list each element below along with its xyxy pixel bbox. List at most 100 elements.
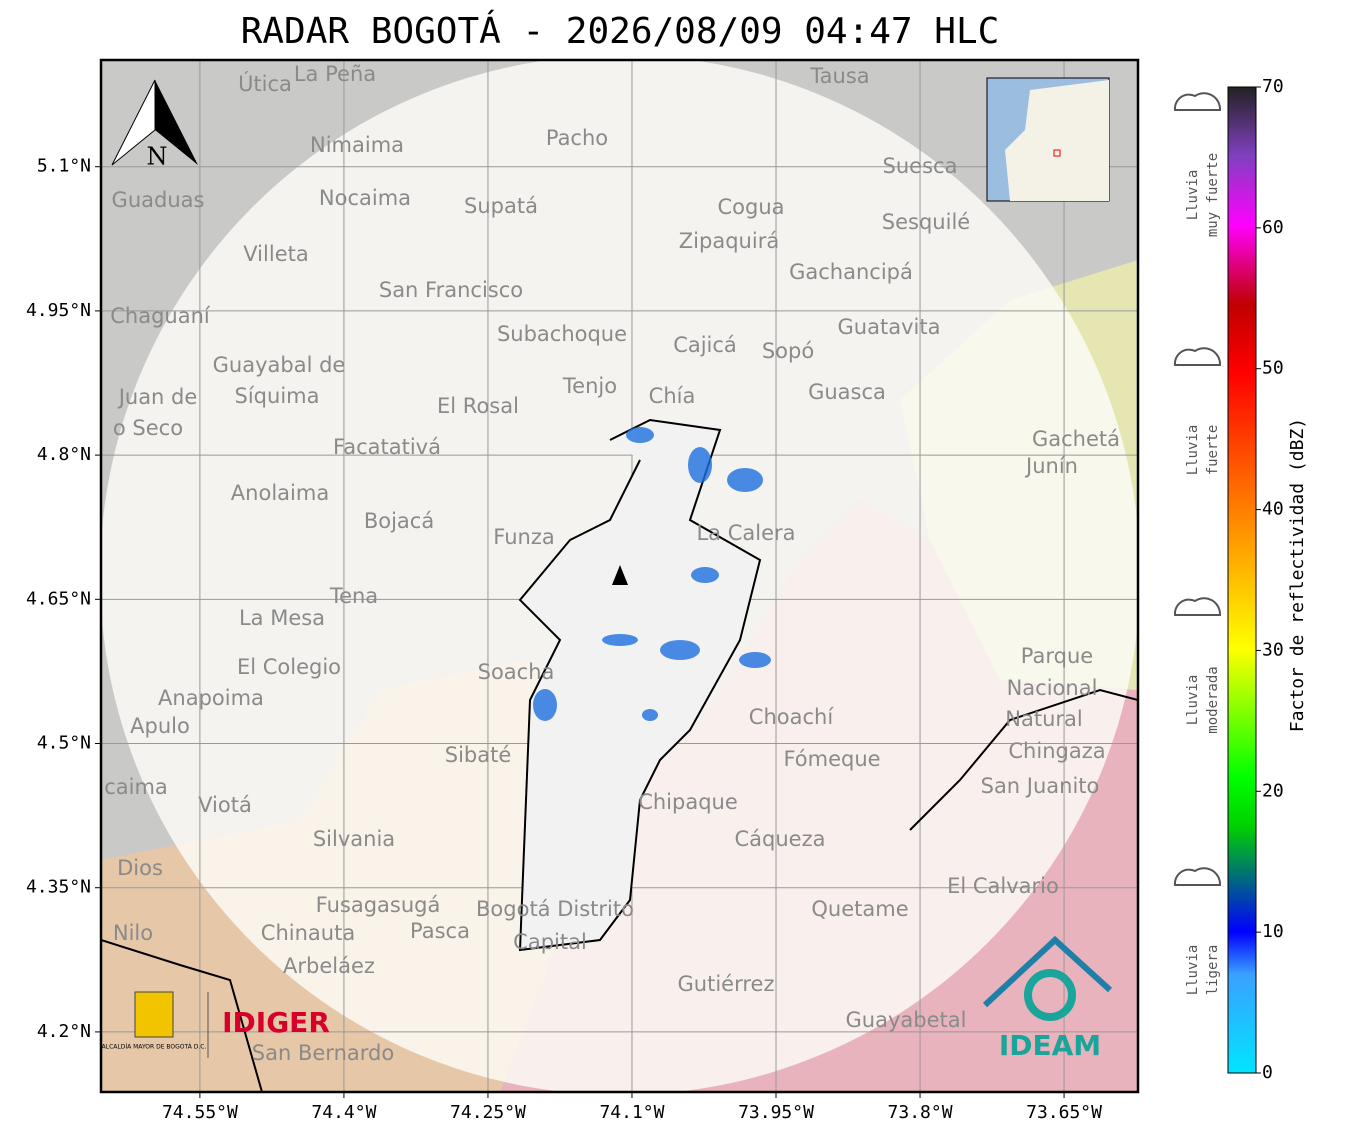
place-label: Pasca	[410, 919, 470, 943]
place-label: Silvania	[313, 827, 395, 851]
y-tick-label: 4.65°N	[26, 588, 91, 609]
place-label: Síquima	[235, 384, 320, 408]
place-label: Dios	[117, 856, 163, 880]
y-tick-label: 5.1°N	[37, 156, 91, 177]
place-label: Apulo	[130, 714, 190, 738]
place-label: Chinauta	[261, 921, 355, 945]
place-label: Sopó	[762, 339, 814, 363]
place-label: Guasca	[808, 380, 886, 404]
place-label: Juan de	[117, 385, 198, 409]
colorbar-tick-label: 70	[1262, 76, 1284, 97]
place-label: El Calvario	[947, 874, 1059, 898]
rain-label: Lluvia	[1185, 945, 1201, 996]
y-tick-label: 4.35°N	[26, 877, 91, 898]
place-label: Guayabetal	[846, 1008, 967, 1032]
place-label: Junín	[1024, 454, 1078, 478]
colorbar-tick-label: 60	[1262, 217, 1284, 238]
colorbar-tick-label: 50	[1262, 358, 1284, 379]
rain-label: Lluvia	[1185, 425, 1201, 476]
place-label: Choachí	[749, 705, 835, 729]
place-label: Zipaquirá	[679, 229, 779, 253]
place-label: La Calera	[696, 521, 795, 545]
rain-label: Lluvia	[1185, 675, 1201, 726]
place-label: Tenjo	[562, 374, 617, 398]
place-label: Anolaima	[231, 481, 329, 505]
place-label: Chía	[649, 384, 696, 408]
place-label: El Colegio	[237, 655, 341, 679]
y-tick-label: 4.8°N	[37, 444, 91, 465]
x-tick-label: 73.65°W	[1026, 1102, 1102, 1123]
title: RADAR BOGOTÁ - 2026/08/09 04:47 HLC	[241, 10, 1000, 52]
colorbar-tick-label: 40	[1262, 499, 1284, 520]
rain-label: ligera	[1205, 945, 1221, 996]
place-label: Útica	[238, 71, 292, 96]
place-label: o Seco	[113, 416, 183, 440]
place-label: San Juanito	[981, 774, 1100, 798]
place-label: Pacho	[546, 126, 608, 150]
rain-icon	[1173, 347, 1222, 366]
place-label: Parque	[1021, 644, 1093, 668]
place-label: Cogua	[717, 195, 784, 219]
place-label: Cáqueza	[735, 827, 826, 851]
colorbar-tick-label: 10	[1262, 921, 1284, 942]
place-label: Fómeque	[783, 747, 880, 771]
logos: ALCALDÍA MAYOR DE BOGOTÁ D.C. IDIGER IDE…	[102, 935, 1113, 1062]
place-label: Viotá	[198, 793, 252, 817]
place-label: San Francisco	[379, 278, 523, 302]
place-label: Guatavita	[838, 315, 941, 339]
colorbar-tick-label: 30	[1262, 639, 1284, 660]
rain-icon	[1173, 92, 1222, 111]
place-label: Supatá	[464, 194, 538, 218]
rain-label: fuerte	[1205, 425, 1221, 476]
alcaldia-logo: ALCALDÍA MAYOR DE BOGOTÁ D.C.	[102, 1044, 207, 1051]
place-label: Suesca	[883, 154, 958, 178]
place-label: Fusagasugá	[316, 893, 441, 917]
x-tick-label: 73.8°W	[888, 1102, 953, 1123]
x-tick-label: 74.1°W	[599, 1102, 664, 1123]
place-label: Sesquilé	[882, 210, 970, 234]
north-arrow: N	[111, 79, 198, 171]
north-label: N	[147, 143, 168, 171]
rain-label: moderada	[1205, 666, 1221, 733]
place-label: Nilo	[113, 921, 153, 945]
rain-label: Lluvia	[1185, 170, 1201, 221]
place-label: Nimaima	[310, 133, 404, 157]
place-label: Tausa	[809, 64, 869, 88]
x-tick-label: 74.55°W	[162, 1102, 238, 1123]
place-label: Gutiérrez	[678, 972, 775, 996]
place-label: Guaduas	[112, 188, 205, 212]
place-label: Gachancipá	[789, 260, 913, 284]
x-tick-label: 74.25°W	[450, 1102, 526, 1123]
place-label: Cajicá	[673, 333, 737, 357]
rain-icon	[1173, 597, 1222, 616]
y-tick-label: 4.2°N	[37, 1021, 91, 1042]
place-label: Guayabal de	[213, 353, 346, 377]
place-label: Nocaima	[319, 186, 411, 210]
place-label: Funza	[493, 525, 554, 549]
colorbar-tick-label: 20	[1262, 780, 1284, 801]
place-label: San Bernardo	[252, 1041, 394, 1065]
place-label: Villeta	[243, 242, 308, 266]
colorbar-label: Factor de reflectividad (dBZ)	[1287, 418, 1308, 732]
x-tick-label: 74.4°W	[311, 1102, 376, 1123]
place-label: La Mesa	[239, 606, 325, 630]
place-label: Chaguaní	[110, 304, 211, 328]
x-tick-label: 73.95°W	[738, 1102, 814, 1123]
place-label: Arbeláez	[283, 954, 375, 978]
place-label: Quetame	[811, 897, 908, 921]
place-label: Bojacá	[364, 509, 434, 533]
place-label: La Peña	[294, 62, 376, 86]
place-label: Subachoque	[497, 322, 627, 346]
rain-label: muy fuerte	[1205, 153, 1221, 237]
place-label: Chingaza	[1008, 739, 1105, 763]
colorbar-tick-label: 0	[1262, 1062, 1273, 1083]
place-label: Chipaque	[638, 790, 738, 814]
map: Útica La Peña Tausa Pacho Nimaima Guaduas Noca…	[101, 60, 1138, 1092]
place-label: Nacional	[1007, 676, 1098, 700]
y-tick-label: 4.95°N	[26, 300, 91, 321]
place-label: caima	[104, 775, 168, 799]
place-label: Capital	[513, 930, 587, 954]
ideam-logo: IDEAM	[999, 1029, 1101, 1062]
place-label: Bogotá Distrito	[476, 897, 634, 921]
